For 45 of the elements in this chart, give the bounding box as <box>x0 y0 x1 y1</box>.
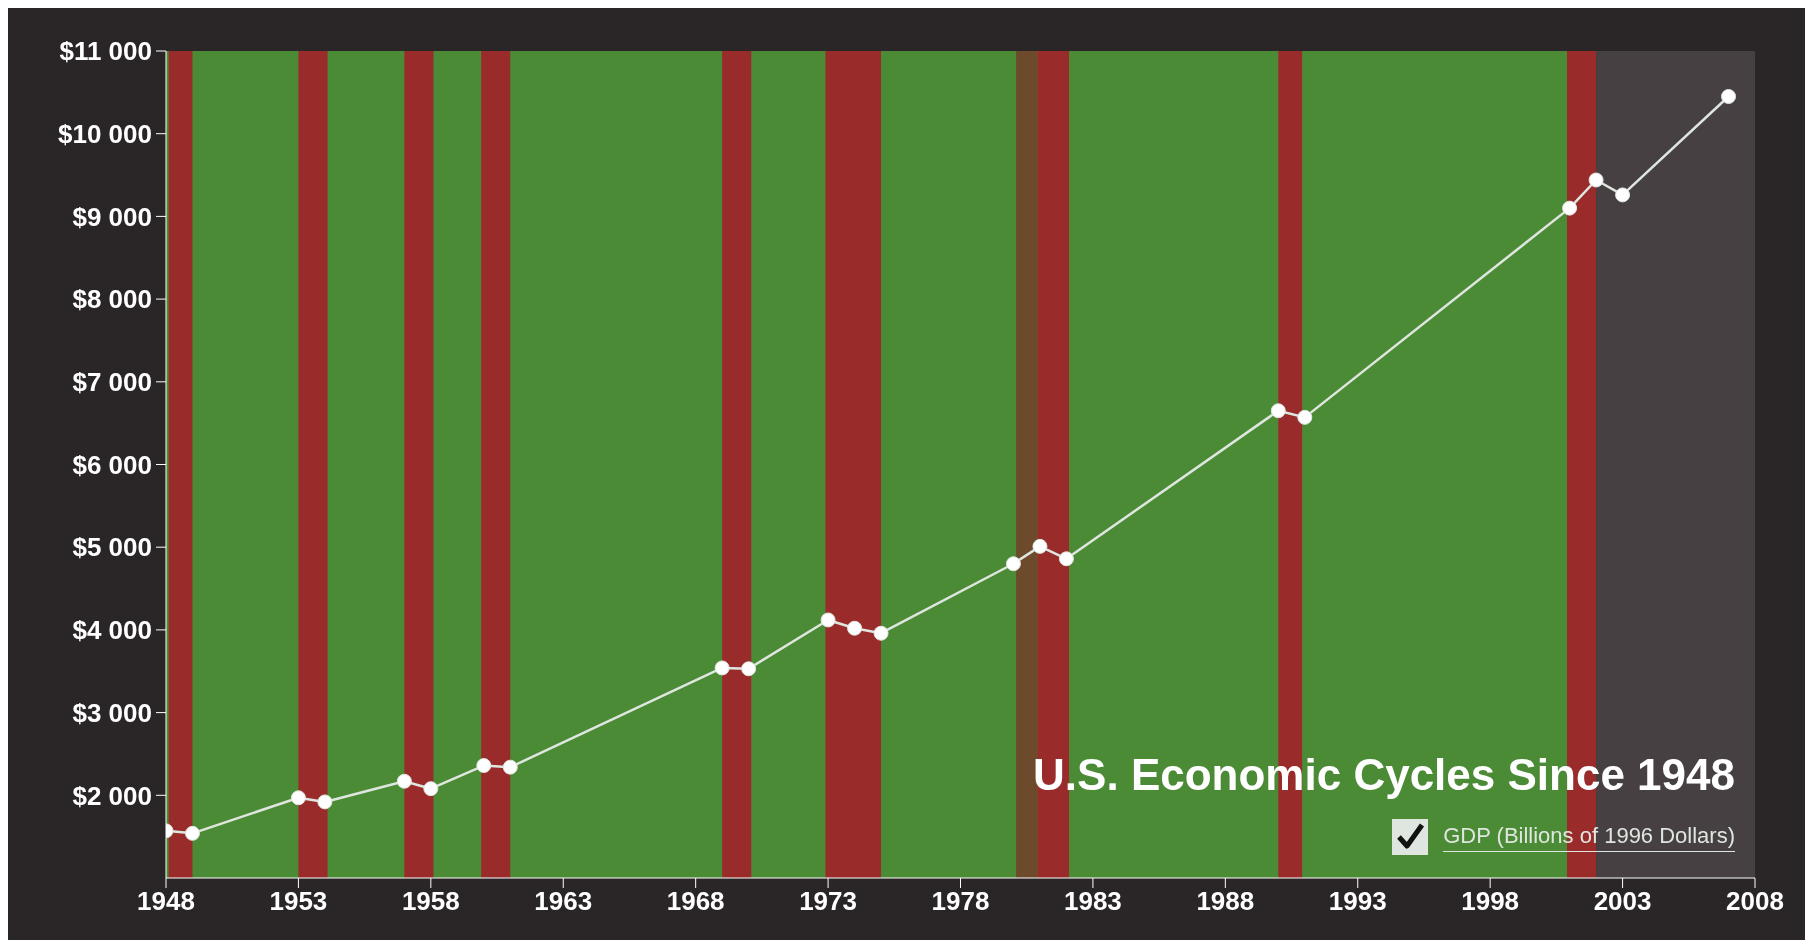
x-tick-label: 1958 <box>401 886 460 917</box>
y-tick-label: $9 000 <box>72 201 152 232</box>
point <box>1058 551 1074 567</box>
text: U.S. Economic Cycles Since 1948 <box>1033 750 1735 800</box>
point <box>1005 556 1021 572</box>
y-tick-label: $11 000 <box>59 36 152 67</box>
point <box>873 625 889 641</box>
x-tick-label: 1953 <box>269 886 328 917</box>
x-tick-label: 1983 <box>1063 886 1122 917</box>
point <box>1588 172 1604 188</box>
x-tick-label: 1973 <box>799 886 858 917</box>
point <box>1615 187 1631 203</box>
point <box>847 620 863 636</box>
y-tick-label: $2 000 <box>72 780 152 811</box>
point <box>1297 409 1313 425</box>
x-tick-label: 1968 <box>666 886 725 917</box>
point <box>502 759 518 775</box>
y-tick-label: $8 000 <box>72 284 152 315</box>
x-tick-label: 2008 <box>1726 886 1784 917</box>
point <box>1562 200 1578 216</box>
y-tick-label: $3 000 <box>72 697 152 728</box>
x-tick-label: 1993 <box>1328 886 1387 917</box>
x-tick-label: 1963 <box>534 886 593 917</box>
y-tick-label: $10 000 <box>58 118 152 149</box>
y-tick-label: $7 000 <box>72 367 152 398</box>
point <box>476 758 492 774</box>
x-tick-label: 2003 <box>1593 886 1652 917</box>
x-tick-label: 1978 <box>931 886 990 917</box>
point <box>184 825 200 841</box>
point <box>423 781 439 797</box>
point <box>820 612 836 628</box>
y-tick-label: $5 000 <box>72 532 152 563</box>
point <box>714 660 730 676</box>
x-tick-label: 1998 <box>1461 886 1520 917</box>
point <box>741 661 757 677</box>
x-tick-label: 1948 <box>137 886 195 917</box>
y-tick-label: $6 000 <box>72 449 152 480</box>
point <box>1032 538 1048 554</box>
point <box>317 794 333 810</box>
point <box>396 773 412 789</box>
x-tick-label: 1988 <box>1196 886 1255 917</box>
point <box>1270 403 1286 419</box>
y-tick-label: $4 000 <box>72 615 152 646</box>
point <box>1721 88 1737 104</box>
point <box>290 790 306 806</box>
